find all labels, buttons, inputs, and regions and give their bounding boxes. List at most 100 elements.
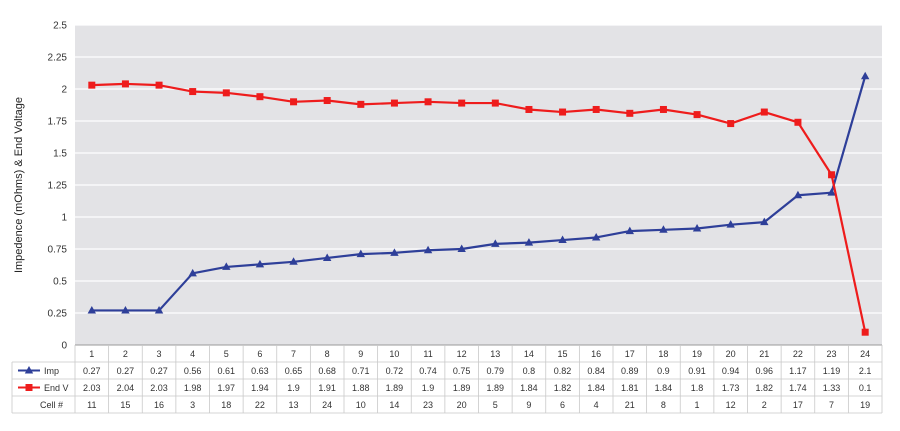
data-point — [222, 262, 231, 270]
data-point — [625, 226, 635, 235]
data-point — [491, 99, 499, 107]
data-label: 0.27 — [83, 366, 101, 376]
x-tick-label: 2 — [123, 349, 128, 359]
data-label: 1.94 — [251, 383, 269, 393]
table-cell: 16 — [154, 400, 164, 410]
data-label: 1.89 — [487, 383, 505, 393]
table-cell: 7 — [829, 400, 834, 410]
data-label: 0.74 — [419, 366, 437, 376]
data-point — [290, 98, 298, 106]
data-label: 0.82 — [554, 366, 572, 376]
y-tick-label: 1.5 — [53, 149, 67, 160]
data-point — [357, 100, 365, 108]
data-point — [25, 384, 33, 391]
y-tick-label: 1.25 — [48, 181, 68, 192]
data-point — [356, 249, 366, 258]
data-point — [457, 244, 466, 252]
data-label: 1.17 — [789, 366, 807, 376]
data-label: 1.73 — [722, 383, 740, 393]
data-label: 0.61 — [218, 366, 236, 376]
x-tick-label: 11 — [423, 349, 432, 359]
data-label: 1.33 — [823, 383, 841, 393]
data-point — [222, 89, 230, 97]
data-label: 1.97 — [218, 383, 236, 393]
x-tick-label: 12 — [457, 349, 467, 359]
data-point — [659, 105, 667, 113]
data-point — [559, 108, 567, 116]
data-point — [154, 305, 164, 314]
data-label: 0.65 — [285, 366, 303, 376]
y-tick-label: 1.75 — [48, 117, 68, 128]
data-label: 0.63 — [251, 366, 269, 376]
y-tick-label: 2.5 — [53, 21, 67, 32]
data-label: 2.03 — [150, 383, 168, 393]
data-point — [458, 99, 466, 107]
y-tick-label: 1 — [61, 213, 67, 224]
data-label: 1.82 — [554, 383, 572, 393]
data-label: 2.1 — [859, 366, 872, 376]
data-point — [860, 71, 870, 80]
data-point — [121, 305, 130, 314]
data-label: 0.96 — [756, 366, 774, 376]
table-cell: 11 — [87, 400, 96, 410]
table-cell: 13 — [289, 400, 299, 410]
table-cell: 1 — [695, 400, 700, 410]
data-point — [693, 111, 701, 119]
x-tick-label: 17 — [625, 349, 635, 359]
data-label: 1.84 — [655, 383, 673, 393]
data-point — [121, 80, 129, 88]
data-point — [423, 245, 433, 254]
data-label: 1.9 — [287, 383, 300, 393]
data-point — [289, 257, 298, 265]
x-tick-label: 15 — [558, 349, 568, 359]
x-tick-label: 3 — [157, 349, 162, 359]
data-label: 1.84 — [587, 383, 605, 393]
data-label: 0.71 — [352, 366, 370, 376]
data-point — [861, 328, 869, 336]
data-point — [692, 224, 702, 232]
data-point — [525, 105, 533, 113]
data-label: 1.81 — [621, 383, 639, 393]
y-tick-label: 0.75 — [48, 245, 68, 256]
data-label: 0.1 — [859, 383, 872, 393]
data-label: 0.72 — [386, 366, 404, 376]
data-point — [424, 98, 432, 106]
data-label: 1.88 — [352, 383, 370, 393]
table-cell: 22 — [255, 400, 265, 410]
data-point — [626, 109, 634, 117]
table-cell: 21 — [625, 400, 635, 410]
data-label: 0.75 — [453, 366, 471, 376]
table-row-label: Cell # — [40, 400, 63, 410]
data-point — [88, 81, 96, 89]
table-cell: 24 — [322, 400, 332, 410]
table-cell: 20 — [457, 400, 467, 410]
y-tick-label: 2 — [61, 85, 67, 96]
data-label: 1.82 — [756, 383, 774, 393]
data-label: 0.27 — [150, 366, 168, 376]
data-point — [793, 190, 803, 199]
data-label: 0.8 — [523, 366, 536, 376]
data-point — [390, 99, 398, 107]
x-tick-label: 14 — [524, 349, 534, 359]
data-label: 0.9 — [657, 366, 670, 376]
data-label: 1.19 — [823, 366, 841, 376]
data-label: 0.27 — [117, 366, 135, 376]
table-cell: 5 — [493, 400, 498, 410]
data-point — [87, 305, 97, 314]
data-label: 0.79 — [487, 366, 505, 376]
data-label: 0.68 — [318, 366, 336, 376]
table-cell: 14 — [389, 400, 399, 410]
data-label: 2.03 — [83, 383, 101, 393]
x-tick-label: 9 — [358, 349, 363, 359]
data-point — [592, 105, 600, 113]
x-tick-label: 1 — [89, 349, 94, 359]
data-label: 1.9 — [422, 383, 435, 393]
y-axis-label: Impedence (mOhms) & End Voltage — [13, 97, 25, 273]
x-tick-label: 6 — [257, 349, 262, 359]
y-tick-label: 2.25 — [48, 53, 68, 64]
table-cell: 4 — [594, 400, 599, 410]
data-point — [659, 225, 668, 233]
data-point — [491, 239, 500, 247]
data-label: 1.8 — [691, 383, 704, 393]
